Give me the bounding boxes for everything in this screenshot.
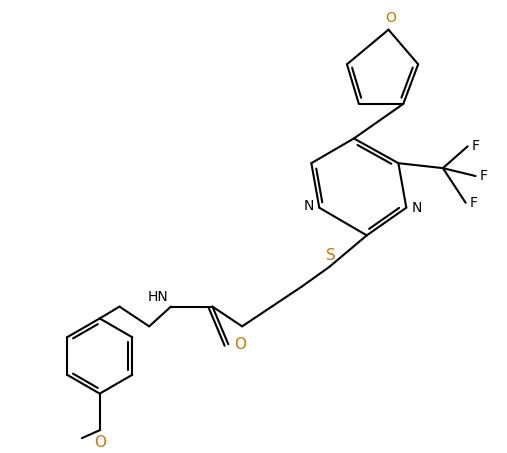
Text: O: O — [234, 337, 246, 352]
Text: S: S — [327, 248, 336, 263]
Text: F: F — [480, 169, 488, 183]
Text: F: F — [469, 196, 478, 210]
Text: N: N — [411, 201, 422, 215]
Text: O: O — [94, 435, 106, 450]
Text: F: F — [472, 140, 480, 154]
Text: O: O — [385, 11, 396, 25]
Text: HN: HN — [147, 289, 168, 304]
Text: N: N — [304, 199, 314, 213]
